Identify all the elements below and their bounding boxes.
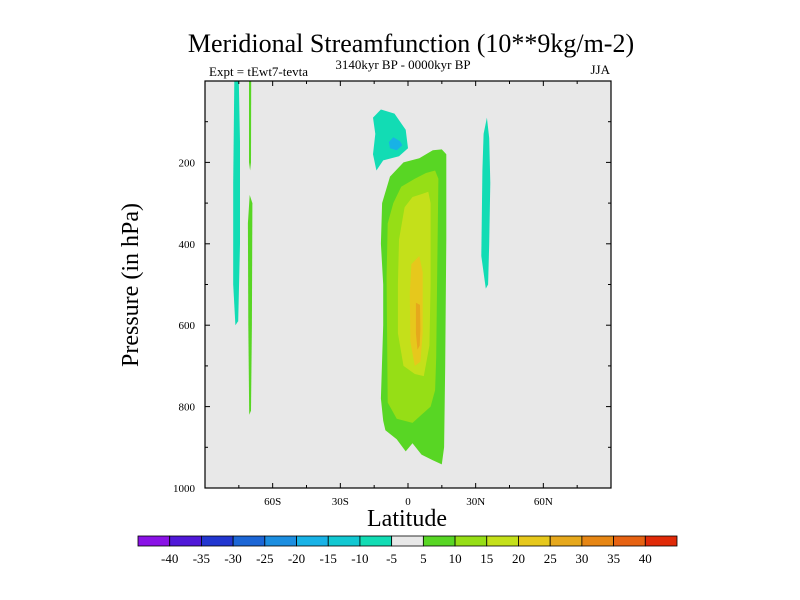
region-negative-band-far-south xyxy=(233,81,240,326)
colorbar-swatch xyxy=(391,535,424,547)
x-tick-label: 60S xyxy=(264,496,281,508)
colorbar-swatch xyxy=(264,535,297,547)
y-axis-label: Pressure (in hPa) xyxy=(118,203,144,367)
colorbar-swatch xyxy=(454,535,488,547)
colorbar-label: 25 xyxy=(544,551,557,566)
x-axis-ticks: 60S 30S 0 30N 60N xyxy=(238,81,578,508)
y-tick-label: 1000 xyxy=(173,483,196,495)
colorbar-label: -5 xyxy=(386,551,397,566)
colorbar-label: -10 xyxy=(351,551,368,566)
x-axis-label: Latitude xyxy=(367,506,447,532)
region-negative-cell-upper-core xyxy=(388,137,403,151)
contour-regions xyxy=(233,81,491,465)
colorbar-label: -20 xyxy=(288,551,305,566)
colorbar-label: 35 xyxy=(607,551,620,566)
colorbar-labels: -40 -35 -30 -25 -20 -15 -10 -5 5 10 15 20 25 30 35 40 xyxy=(161,551,652,566)
colorbar-label: 30 xyxy=(575,551,588,566)
colorbar-label: -30 xyxy=(224,551,241,566)
y-tick-label: 800 xyxy=(179,402,196,414)
colorbar-swatch xyxy=(644,535,678,547)
colorbar-label: 40 xyxy=(639,551,652,566)
colorbar-swatch xyxy=(613,535,646,547)
colorbar-swatch xyxy=(327,535,361,547)
colorbar-label: 10 xyxy=(449,551,462,566)
colorbar-swatch xyxy=(137,535,171,547)
colorbar-label: -25 xyxy=(256,551,273,566)
experiment-label: Expt = tEwt7-tevta xyxy=(209,64,308,79)
colorbar-swatch xyxy=(359,535,393,547)
y-axis-ticks: 200 400 600 800 1000 xyxy=(173,121,611,495)
x-tick-label: 60N xyxy=(534,496,553,508)
colorbar-swatch xyxy=(201,535,234,547)
colorbar-swatch xyxy=(422,535,456,547)
period-label: 3140kyr BP - 0000kyr BP xyxy=(335,57,470,72)
region-positive-cell-max xyxy=(415,302,421,350)
x-tick-label: 0 xyxy=(405,496,411,508)
region-negative-band-north xyxy=(481,117,491,289)
y-tick-label: 200 xyxy=(179,157,196,169)
colorbar-swatch xyxy=(169,535,202,547)
x-tick-label: 30S xyxy=(332,496,349,508)
y-tick-label: 600 xyxy=(179,320,196,332)
colorbar-swatch xyxy=(518,535,551,547)
colorbar-swatch xyxy=(581,535,614,547)
colorbar xyxy=(137,535,678,547)
x-tick-label: 30N xyxy=(466,496,485,508)
colorbar-label: -40 xyxy=(161,551,178,566)
colorbar-swatch xyxy=(486,535,519,547)
colorbar-swatch xyxy=(296,535,329,547)
region-negative-cell-upper-tropics xyxy=(373,109,408,171)
colorbar-swatch xyxy=(232,535,266,547)
chart-title: Meridional Streamfunction (10**9kg/m-2) xyxy=(188,29,634,58)
region-positive-band-south xyxy=(247,195,253,415)
colorbar-label: 5 xyxy=(420,551,427,566)
colorbar-label: 20 xyxy=(512,551,525,566)
y-tick-label: 400 xyxy=(179,239,196,251)
colorbar-swatch xyxy=(549,535,583,547)
colorbar-label: -35 xyxy=(193,551,210,566)
colorbar-label: -15 xyxy=(320,551,337,566)
season-label: JJA xyxy=(590,62,610,77)
region-positive-thin-line-south xyxy=(249,81,252,171)
colorbar-label: 15 xyxy=(480,551,493,566)
